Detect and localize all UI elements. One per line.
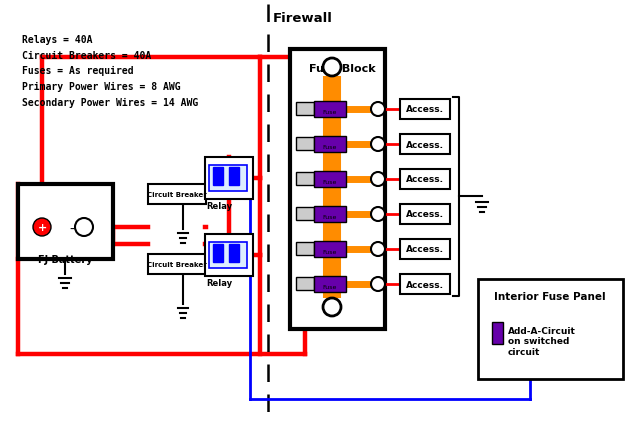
Bar: [400, 170, 450, 190]
Circle shape: [371, 173, 385, 187]
Text: Circuit Breaker: Circuit Breaker: [147, 192, 207, 198]
Circle shape: [75, 219, 93, 236]
Text: Access.: Access.: [406, 105, 444, 114]
Text: Relays = 40A
Circuit Breakers = 40A
Fuses = As required
Primary Power Wires = 8 : Relays = 40A Circuit Breakers = 40A Fuse…: [22, 35, 198, 107]
Bar: [314, 137, 346, 153]
Bar: [209, 166, 247, 192]
Bar: [209, 242, 247, 268]
Text: Firewall: Firewall: [273, 12, 333, 25]
Bar: [205, 158, 253, 199]
Text: Fuse: Fuse: [323, 180, 337, 184]
Circle shape: [371, 138, 385, 152]
Text: Fuse Block: Fuse Block: [309, 64, 376, 74]
Text: Access.: Access.: [406, 210, 444, 219]
Circle shape: [371, 277, 385, 291]
Circle shape: [323, 59, 341, 77]
Bar: [314, 242, 346, 257]
Bar: [296, 138, 314, 151]
Text: -: -: [70, 222, 74, 236]
Bar: [314, 102, 346, 118]
Bar: [400, 274, 450, 294]
Text: Access.: Access.: [406, 245, 444, 254]
Circle shape: [323, 298, 341, 316]
Bar: [314, 207, 346, 222]
Text: +: +: [37, 222, 47, 233]
Circle shape: [371, 207, 385, 222]
Bar: [400, 100, 450, 120]
Text: Fuse: Fuse: [323, 215, 337, 219]
Text: Relay: Relay: [206, 278, 232, 287]
Text: Add-A-Circuit
on switched
circuit: Add-A-Circuit on switched circuit: [508, 326, 576, 356]
Bar: [148, 254, 206, 274]
Bar: [478, 279, 623, 379]
Bar: [148, 184, 206, 204]
Bar: [400, 135, 450, 155]
Bar: [400, 204, 450, 225]
Bar: [205, 234, 253, 276]
Bar: [296, 173, 314, 186]
Bar: [296, 207, 314, 221]
Bar: [229, 245, 239, 262]
Bar: [314, 172, 346, 187]
Text: Fuse: Fuse: [323, 249, 337, 254]
Text: Access.: Access.: [406, 175, 444, 184]
Bar: [290, 50, 385, 329]
Bar: [296, 103, 314, 116]
Text: Access.: Access.: [406, 280, 444, 289]
Bar: [296, 242, 314, 256]
Text: Interior Fuse Panel: Interior Fuse Panel: [494, 291, 606, 301]
Bar: [18, 184, 113, 259]
Text: Access.: Access.: [406, 140, 444, 149]
Bar: [213, 167, 223, 186]
Text: Fuse: Fuse: [323, 284, 337, 289]
Bar: [213, 245, 223, 262]
Bar: [400, 239, 450, 259]
Circle shape: [371, 103, 385, 117]
Text: Circuit Breaker: Circuit Breaker: [147, 262, 207, 268]
Bar: [314, 276, 346, 292]
Text: Fuse: Fuse: [323, 110, 337, 115]
Bar: [229, 167, 239, 186]
Bar: [492, 322, 503, 344]
Bar: [296, 277, 314, 290]
Text: FJ Battery: FJ Battery: [38, 254, 92, 265]
Circle shape: [371, 242, 385, 256]
Text: Relay: Relay: [206, 201, 232, 210]
Text: Fuse: Fuse: [323, 145, 337, 150]
Circle shape: [33, 219, 51, 236]
